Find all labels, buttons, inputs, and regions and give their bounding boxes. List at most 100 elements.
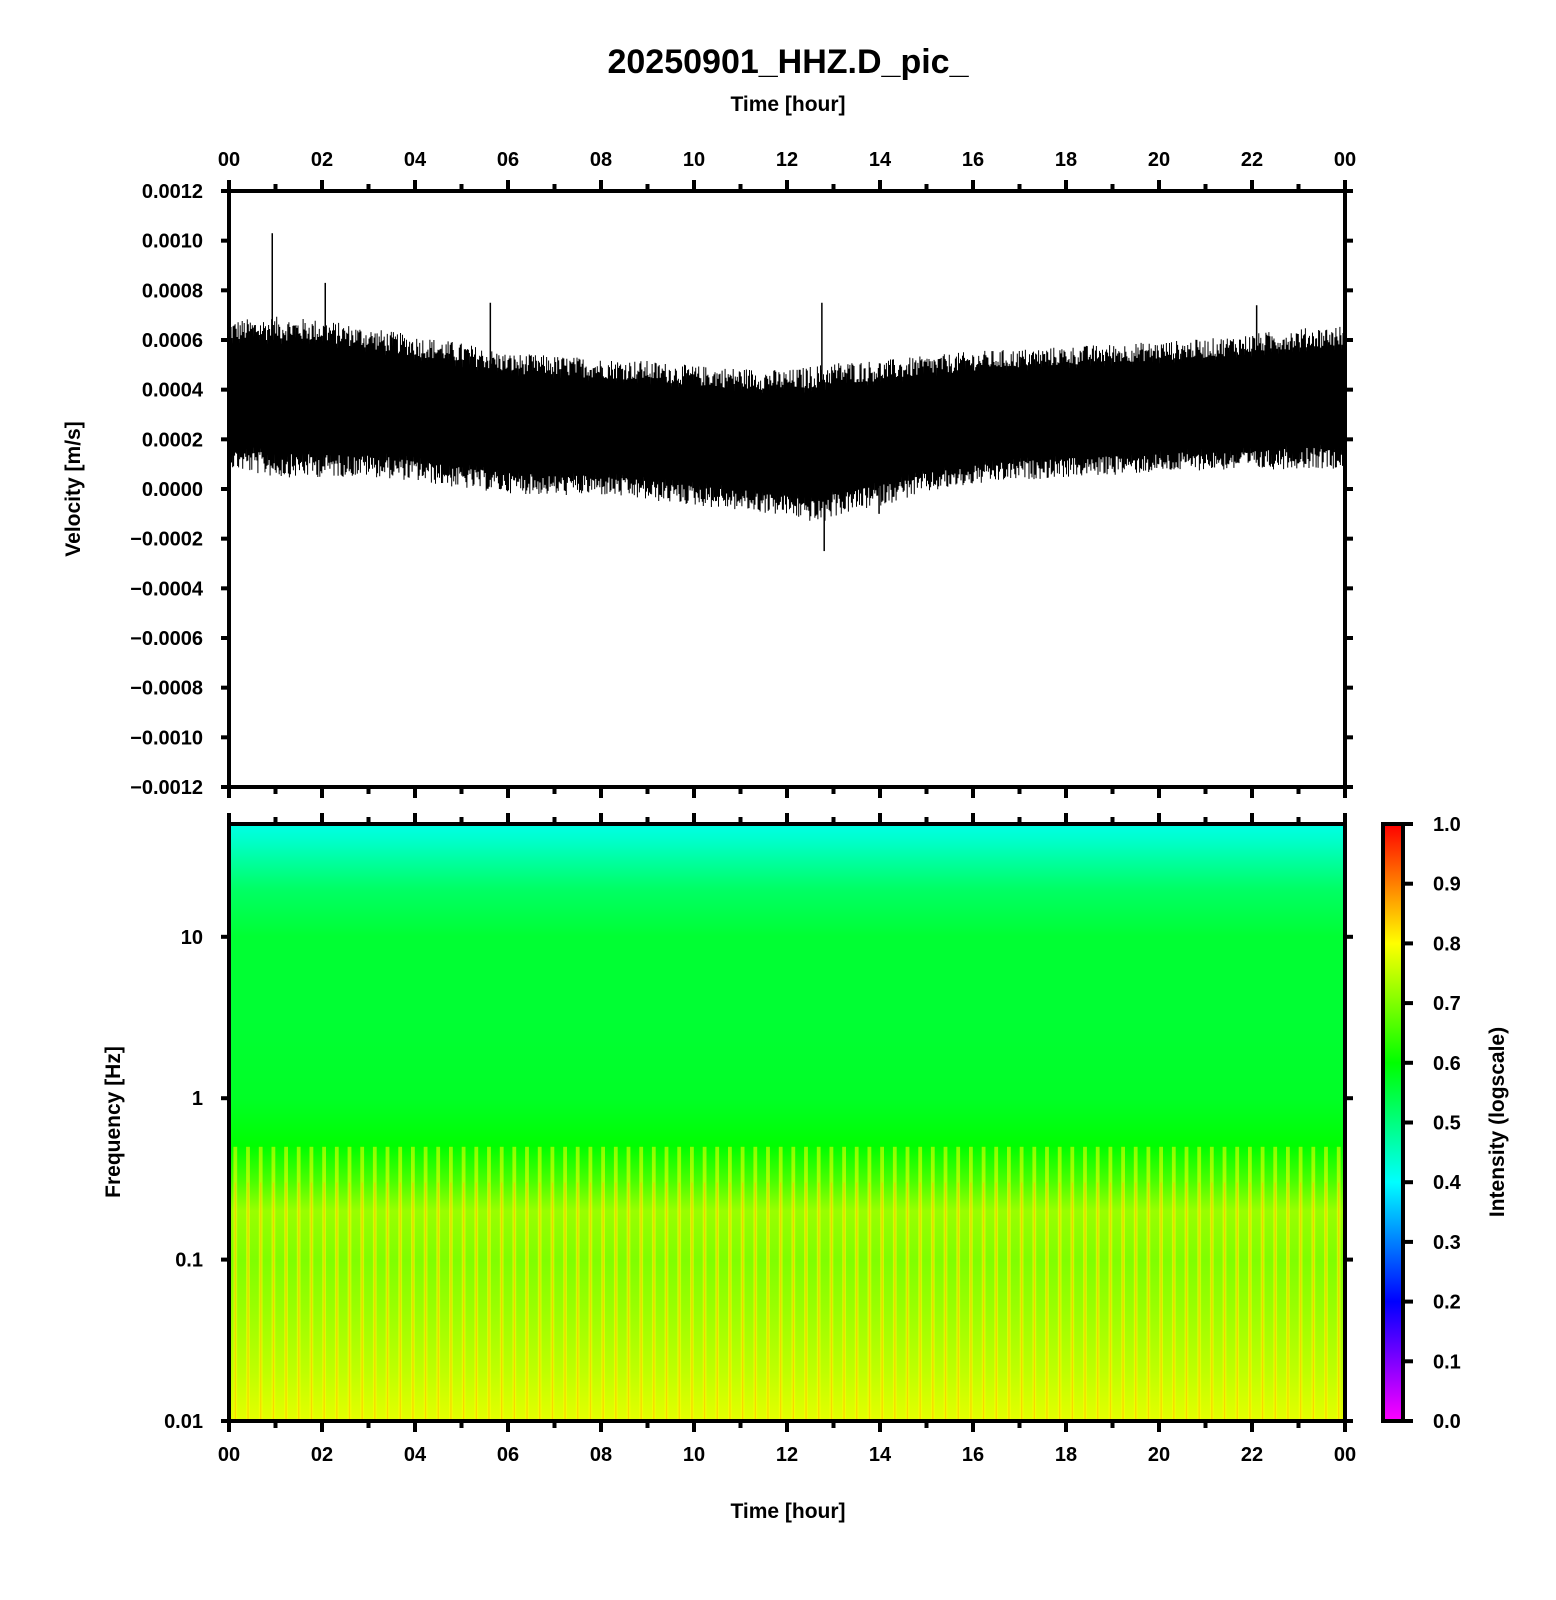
spectrogram-stripe-core — [742, 1182, 744, 1421]
spectrogram-ticks: 00 02 04 06 08 10 12 14 16 18 20 22 00 10 1 0.1 0.01 — [164, 813, 1356, 1466]
waveform-y-tick-label: −0.0012 — [130, 777, 203, 799]
spectrogram-stripe-core — [234, 1182, 236, 1421]
spectrogram-stripe-core — [1274, 1182, 1276, 1421]
waveform-y-tick-label: 0.0010 — [142, 231, 203, 253]
spectrogram-stripe-core — [285, 1182, 287, 1421]
spectrogram-stripe-core — [336, 1182, 338, 1421]
spectrogram-stripe-core — [437, 1182, 439, 1421]
waveform-top-tick-label: 04 — [404, 149, 427, 171]
colorbar-tick-label: 0.9 — [1433, 874, 1461, 896]
spectrogram-panel: 00 02 04 06 08 10 12 14 16 18 20 22 00 10 1 0.1 0.01 Fre… — [102, 813, 1356, 1523]
waveform-top-tick-label: 02 — [311, 149, 333, 171]
spectrogram-stripe-core — [703, 1182, 706, 1421]
waveform-top-tick-label: 08 — [590, 149, 612, 171]
spectrogram-stripe-core — [589, 1182, 592, 1421]
spectrogram-stripe-core — [526, 1182, 528, 1421]
spectrogram-stripe-core — [564, 1182, 566, 1421]
spectrogram-stripe-core — [298, 1182, 300, 1421]
waveform-y-tick-label: 0.0004 — [142, 380, 204, 402]
spectrogram-stripe-core — [501, 1182, 503, 1421]
spectrogram-stripe-core — [1046, 1182, 1048, 1421]
spectrogram-stripe-core — [1122, 1182, 1124, 1421]
spectrogram-stripe-core — [1021, 1182, 1023, 1421]
spectrogram-y-tick-label: 10 — [181, 927, 203, 949]
spectrogram-x-tick-label: 20 — [1148, 1444, 1170, 1466]
spectrogram-stripe-core — [881, 1182, 883, 1421]
spectrogram-stripe-core — [1033, 1182, 1035, 1421]
spectrogram-stripe-core — [995, 1182, 997, 1421]
spectrogram-stripe-core — [1338, 1182, 1340, 1421]
spectrogram-stripe-core — [944, 1182, 947, 1421]
spectrogram-stripe-core — [932, 1182, 934, 1421]
colorbar-ticks: 1.0 0.9 0.8 0.7 0.6 0.5 0.4 0.3 0.2 0.1 0.0 — [1403, 814, 1462, 1433]
spectrogram-stripe-core — [1173, 1182, 1175, 1421]
spectrogram-stripe-core — [919, 1182, 921, 1421]
spectrogram-x-tick-label: 08 — [590, 1444, 612, 1466]
spectrogram-stripe-core — [691, 1182, 693, 1421]
spectrogram-x-tick-label: 06 — [497, 1444, 519, 1466]
spectrogram-x-tick-label: 16 — [962, 1444, 984, 1466]
spectrogram-stripe-core — [1109, 1182, 1112, 1421]
spectrogram-stripe-core — [957, 1182, 959, 1421]
spectrogram-stripe-core — [729, 1182, 731, 1421]
spectrogram-stripe-core — [1097, 1182, 1099, 1421]
spectrogram-stripe-core — [551, 1182, 554, 1421]
waveform-y-tick-label: −0.0002 — [130, 529, 203, 551]
spectrogram-stripe-core — [348, 1182, 351, 1421]
spectrogram-stripe-core — [780, 1182, 782, 1421]
spectrogram-stripe-core — [982, 1182, 985, 1421]
colorbar-tick-label: 0.5 — [1433, 1113, 1461, 1135]
waveform-y-tick-label: 0.0006 — [142, 330, 203, 352]
spectrogram-stripe-core — [1287, 1182, 1289, 1421]
spectrogram-stripe-core — [424, 1182, 427, 1421]
waveform-top-tick-label: 22 — [1241, 149, 1263, 171]
spectrogram-stripe-core — [386, 1182, 389, 1421]
spectrogram-x-tick-label: 04 — [404, 1444, 427, 1466]
spectrogram-stripe-core — [678, 1182, 680, 1421]
spectrogram-stripe-core — [1312, 1182, 1314, 1421]
waveform-top-tick-label: 14 — [869, 149, 892, 171]
spectrogram-stripe-core — [513, 1182, 515, 1421]
waveform-y-tick-label: −0.0010 — [130, 727, 203, 749]
spectrogram-x-tick-label: 00 — [218, 1444, 240, 1466]
spectrogram-stripe-core — [830, 1182, 833, 1421]
spectrogram-stripe-core — [475, 1182, 477, 1421]
spectrogram-stripe-core — [1147, 1182, 1150, 1421]
waveform-top-tick-label: 12 — [776, 149, 798, 171]
waveform-y-tick-label: −0.0008 — [130, 678, 203, 700]
spectrogram-stripe-core — [488, 1182, 490, 1421]
spectrogram-frame — [227, 822, 1347, 1423]
spectrogram-stripe-core — [615, 1182, 617, 1421]
colorbar-tick-label: 0.6 — [1433, 1053, 1461, 1075]
spectrogram-stripe-core — [767, 1182, 769, 1421]
colorbar-tick-label: 0.4 — [1433, 1172, 1462, 1194]
colorbar-tick-label: 1.0 — [1433, 814, 1461, 836]
spectrogram-stripe-core — [1059, 1182, 1061, 1421]
spectrogram-stripe-core — [1211, 1182, 1213, 1421]
waveform-top-tick-label: 00 — [218, 149, 240, 171]
colorbar: 1.0 0.9 0.8 0.7 0.6 0.5 0.4 0.3 0.2 0.1 0.0 Intens… — [1381, 814, 1509, 1433]
spectrogram-stripe-core — [272, 1182, 275, 1421]
colorbar-tick-label: 0.0 — [1433, 1411, 1461, 1433]
waveform-top-tick-label: 18 — [1055, 149, 1077, 171]
waveform-top-tick-label: 06 — [497, 149, 519, 171]
spectrogram-stripe-core — [716, 1182, 718, 1421]
spectrogram-stripe-core — [260, 1182, 262, 1421]
waveform-y-axis-label: Velocity [m/s] — [62, 421, 85, 556]
spectrogram-y-axis-label: Frequency [Hz] — [102, 1046, 125, 1198]
waveform-panel: 00 02 04 06 08 10 12 14 16 18 20 22 00 0.0012 0.0010 0.… — [62, 149, 1356, 799]
waveform-y-tick-label: −0.0004 — [130, 578, 204, 600]
spectrogram-stripe-core — [463, 1182, 465, 1421]
colorbar-tick-label: 0.8 — [1433, 933, 1461, 955]
waveform-y-tick-label: −0.0006 — [130, 628, 203, 650]
waveform-top-tick-label: 10 — [683, 149, 705, 171]
colorbar-label: Intensity (logscale) — [1486, 1027, 1509, 1217]
spectrogram-stripe-core — [374, 1182, 376, 1421]
waveform-top-x-axis-label: Time [hour] — [730, 93, 845, 116]
waveform-top-tick-label: 16 — [962, 149, 984, 171]
colorbar-tick-label: 0.3 — [1433, 1232, 1461, 1254]
waveform-trace — [229, 316, 1345, 521]
spectrogram-stripe-core — [818, 1182, 820, 1421]
spectrogram-stripe-core — [653, 1182, 655, 1421]
spectrogram-stripe-core — [665, 1182, 668, 1421]
